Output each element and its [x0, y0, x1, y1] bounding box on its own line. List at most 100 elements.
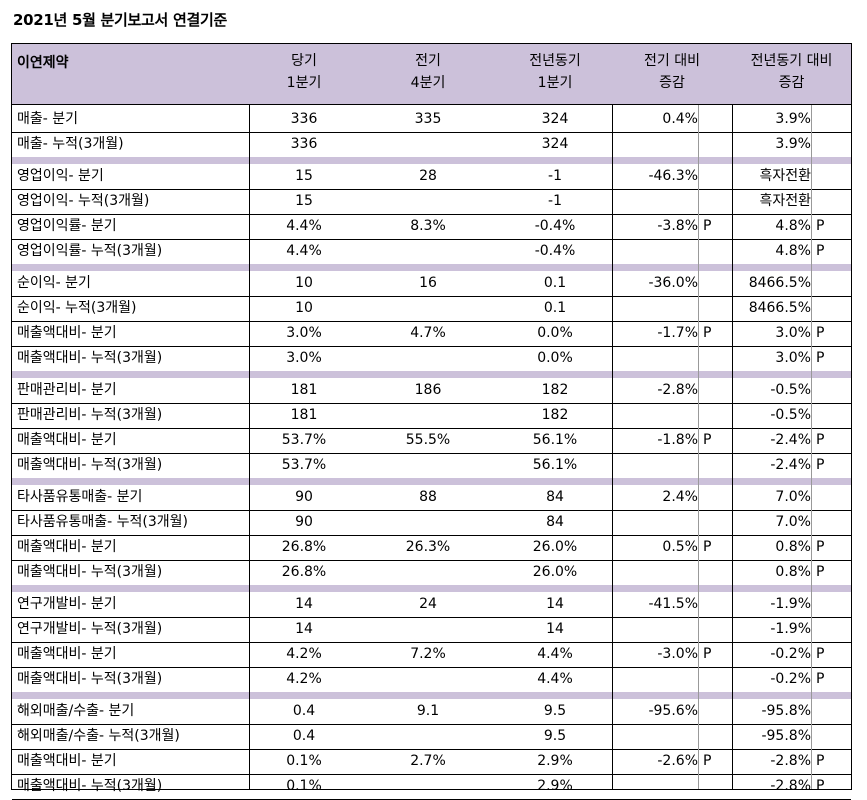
cell-qoq-change: 0.5% — [662, 539, 698, 555]
yoy-point-unit: P — [816, 778, 825, 794]
cell-qoq-change — [612, 774, 698, 799]
table-row: 매출액대비- 누적(3개월) 0.1% 2.9% -2.8% P — [12, 774, 851, 800]
cell-current: 90 — [295, 514, 313, 530]
yoy-point-unit: P — [816, 243, 825, 259]
cell-previous — [373, 239, 483, 264]
row-label: 영업이익률- 누적(3개월) — [17, 243, 163, 259]
cell-yoy-change: -0.2% — [770, 671, 811, 687]
yoy-point-unit: P — [816, 457, 825, 473]
yoy-point-unit: P — [816, 564, 825, 580]
cell-yoy-change: 8466.5% — [748, 300, 811, 316]
group-separator — [12, 692, 851, 699]
row-label: 매출액대비- 분기 — [17, 325, 117, 341]
header-line: 4분기 — [410, 75, 446, 91]
cell-qoq-change: -95.6% — [648, 703, 698, 719]
cell-yoy-change: 3.0% — [775, 325, 811, 341]
cell-yoy-change: 4.8% — [775, 218, 811, 234]
cell-previous: 16 — [419, 275, 437, 291]
cell-year-ago: -0.4% — [534, 243, 576, 259]
cell-yoy-change: 3.0% — [775, 350, 811, 366]
column-divider — [612, 105, 613, 789]
row-label: 매출액대비- 누적(3개월) — [17, 350, 163, 366]
qoq-point-unit: P — [703, 539, 712, 555]
header-line: 전기 — [415, 53, 441, 69]
yoy-point-unit: P — [816, 218, 825, 234]
group-separator — [12, 585, 851, 592]
cell-qoq-change — [612, 346, 698, 371]
table-row: 영업이익률- 분기 4.4% 8.3% -0.4% -3.8% 4.8% P P — [12, 214, 851, 240]
cell-year-ago: 2.9% — [537, 778, 573, 794]
cell-year-ago: 0.0% — [537, 325, 573, 341]
cell-current: 26.8% — [281, 564, 327, 580]
cell-current: 4.4% — [286, 243, 322, 259]
column-divider — [732, 105, 733, 789]
cell-qoq-change: -3.8% — [657, 218, 698, 234]
table-row: 순이익- 누적(3개월) 10 0.1 8466.5% — [12, 296, 851, 322]
table-row: 연구개발비- 분기 14 24 14 -41.5% -1.9% — [12, 592, 851, 618]
table-row: 판매관리비- 분기 181 186 182 -2.8% -0.5% — [12, 378, 851, 404]
yoy-point-unit: P — [816, 646, 825, 662]
row-label: 매출액대비- 분기 — [17, 646, 117, 662]
cell-previous — [373, 560, 483, 585]
table-row: 타사품유통매출- 분기 90 88 84 2.4% 7.0% — [12, 485, 851, 511]
table-row: 타사품유통매출- 누적(3개월) 90 84 7.0% — [12, 510, 851, 536]
cell-qoq-change — [612, 296, 698, 321]
cell-qoq-change — [612, 560, 698, 585]
cell-previous — [373, 346, 483, 371]
cell-previous: 7.2% — [410, 646, 446, 662]
header-year-ago-quarter: 전년동기 1분기 — [500, 50, 610, 94]
cell-qoq-change: 0.4% — [662, 111, 698, 127]
table-row: 매출액대비- 누적(3개월) 3.0% 0.0% 3.0% P — [12, 346, 851, 372]
cell-current: 0.4 — [292, 728, 316, 744]
row-label: 매출액대비- 누적(3개월) — [17, 457, 163, 473]
cell-qoq-change — [612, 724, 698, 749]
table-row: 매출액대비- 분기 53.7% 55.5% 56.1% -1.8% -2.4% P P — [12, 428, 851, 454]
cell-year-ago: 2.9% — [537, 753, 573, 769]
cell-previous — [373, 132, 483, 157]
cell-current: 53.7% — [281, 457, 327, 473]
header-line: 1분기 — [286, 75, 322, 91]
table-row: 매출- 분기 336 335 324 0.4% 3.9% — [12, 107, 851, 133]
table-row: 매출액대비- 누적(3개월) 4.2% 4.4% -0.2% P — [12, 667, 851, 693]
report-title: 2021년 5월 분기보고서 연결기준 — [13, 11, 227, 29]
cell-previous: 4.7% — [410, 325, 446, 341]
cell-qoq-change: -1.8% — [657, 432, 698, 448]
qoq-point-unit: P — [703, 753, 712, 769]
cell-current: 181 — [290, 407, 318, 423]
row-label: 순이익- 분기 — [17, 275, 91, 291]
row-label: 판매관리비- 누적(3개월) — [17, 407, 163, 423]
row-label: 해외매출/수출- 분기 — [17, 703, 135, 719]
cell-previous: 28 — [419, 168, 437, 184]
cell-current: 53.7% — [281, 432, 327, 448]
cell-current: 0.1% — [286, 778, 322, 794]
cell-previous: 26.3% — [405, 539, 451, 555]
cell-previous — [373, 667, 483, 692]
cell-previous: 88 — [419, 489, 437, 505]
row-label: 해외매출/수출- 누적(3개월) — [17, 728, 180, 744]
cell-previous: 335 — [414, 111, 442, 127]
cell-year-ago: 26.0% — [532, 539, 578, 555]
cell-previous: 2.7% — [410, 753, 446, 769]
cell-current: 10 — [295, 300, 313, 316]
cell-yoy-change: 8466.5% — [748, 275, 811, 291]
cell-qoq-change: -41.5% — [648, 596, 698, 612]
yoy-point-unit: P — [816, 671, 825, 687]
header-qoq-change: 전기 대비 증감 — [612, 50, 732, 94]
cell-qoq-change — [612, 617, 698, 642]
table-row: 매출액대비- 누적(3개월) 26.8% 26.0% 0.8% P — [12, 560, 851, 586]
cell-year-ago: 324 — [541, 111, 569, 127]
qoq-point-unit: P — [703, 218, 712, 234]
header-line: 증감 — [659, 75, 685, 91]
header-previous-quarter: 전기 4분기 — [373, 50, 483, 94]
cell-yoy-change: -2.4% — [770, 432, 811, 448]
cell-current: 336 — [290, 136, 318, 152]
yoy-point-unit: P — [816, 325, 825, 341]
table-row: 매출액대비- 분기 0.1% 2.7% 2.9% -2.6% -2.8% P P — [12, 749, 851, 775]
row-label: 매출액대비- 누적(3개월) — [17, 564, 163, 580]
cell-yoy-change: 4.8% — [775, 243, 811, 259]
table-row: 해외매출/수출- 분기 0.4 9.1 9.5 -95.6% -95.8% — [12, 699, 851, 725]
header-line: 증감 — [778, 75, 805, 91]
table-row: 매출- 누적(3개월) 336 324 3.9% — [12, 132, 851, 158]
cell-yoy-change: -95.8% — [761, 728, 811, 744]
cell-previous — [373, 403, 483, 428]
